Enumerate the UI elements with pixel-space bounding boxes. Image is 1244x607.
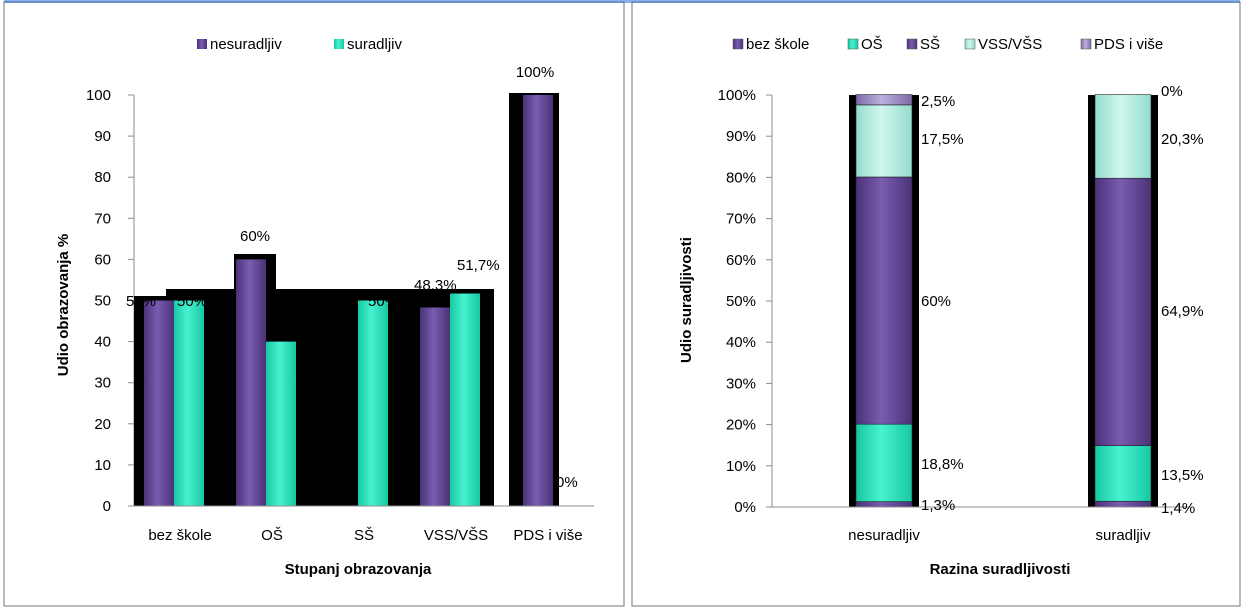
data-label: 18,8% <box>921 456 964 473</box>
bar-suradljiv-1 <box>266 341 296 506</box>
x-tick-label: PDS i više <box>513 527 582 544</box>
bar-nesuradljiv-3 <box>420 307 450 506</box>
y-tick-label: 70% <box>726 211 756 228</box>
y-tick-label: 10% <box>726 458 756 475</box>
y-tick-label: 30 <box>94 375 111 392</box>
legend-swatch-VSS/VŠS <box>964 38 976 50</box>
data-label: 50% <box>368 293 398 310</box>
stack-OŠ-0 <box>855 423 913 502</box>
legend-swatch-PDS i više <box>1080 38 1092 50</box>
legend-swatch-SŠ <box>906 38 918 50</box>
stack-SŠ-1 <box>1094 177 1152 446</box>
data-label: 1,4% <box>1161 500 1195 517</box>
bar-nesuradljiv-4 <box>523 95 553 506</box>
y-tick-label: 100% <box>718 87 756 104</box>
bar-suradljiv-3 <box>450 293 480 506</box>
x-axis-title: Razina suradljivosti <box>930 561 1071 578</box>
data-label: 100% <box>516 64 554 81</box>
y-tick-label: 80% <box>726 169 756 186</box>
y-tick-label: 50% <box>726 293 756 310</box>
legend-label-PDS i više: PDS i više <box>1094 36 1163 53</box>
y-tick-label: 80 <box>94 169 111 186</box>
y-tick-label: 50 <box>94 293 111 310</box>
x-tick-label: nesuradljiv <box>848 527 920 544</box>
stack-VSS/VŠS-1 <box>1094 94 1152 179</box>
legend-label-OŠ: OŠ <box>861 36 883 53</box>
bar-suradljiv-0 <box>174 300 204 506</box>
legend-label-SŠ: SŠ <box>920 36 940 53</box>
x-tick-label: SŠ <box>354 527 374 544</box>
y-tick-label: 40% <box>726 334 756 351</box>
data-label: 50% <box>126 293 156 310</box>
legend-label-VSS/VŠS: VSS/VŠS <box>978 36 1042 53</box>
data-label: 1,3% <box>921 497 955 514</box>
y-tick-label: 100 <box>86 87 111 104</box>
legend-swatch-suradljiv <box>334 39 344 49</box>
bar-nesuradljiv-0 <box>144 300 174 506</box>
data-label: 60% <box>240 228 270 245</box>
data-label: 13,5% <box>1161 467 1204 484</box>
data-label: 50% <box>327 293 357 310</box>
data-label: 0% <box>556 474 578 491</box>
y-tick-label: 20 <box>94 416 111 433</box>
y-tick-label: 0% <box>734 499 756 516</box>
stack-bez škole-1 <box>1094 500 1152 508</box>
education-bar-chart: nesuradljiv suradljiv 0 10 20 30 40 50 60 70 80 90 1… <box>55 36 594 578</box>
bar-nesuradljiv-1 <box>236 259 266 506</box>
y-axis-title: Udio obrazovanja % <box>55 234 72 377</box>
bar-suradljiv-2 <box>358 300 388 506</box>
x-tick-label: bez škole <box>148 527 211 544</box>
stack-OŠ-1 <box>1094 445 1152 502</box>
x-axis-title: Stupanj obrazovanja <box>285 561 432 578</box>
y-tick-label: 20% <box>726 417 756 434</box>
legend-label-bez škole: bez škole <box>746 36 809 53</box>
y-tick-label: 60% <box>726 252 756 269</box>
heading-strip <box>4 0 1240 3</box>
data-label: 64,9% <box>1161 303 1204 320</box>
y-tick-label: 0 <box>103 498 111 515</box>
cooperation-stacked-chart: bez škole OŠ SŠ VSS/VŠS PDS i više 0% 10% 20% 30… <box>678 36 1204 578</box>
legend-swatch-OŠ <box>847 38 859 50</box>
data-label: 17,5% <box>921 131 964 148</box>
legend-swatch-bez škole <box>732 38 744 50</box>
y-tick-label: 90 <box>94 128 111 145</box>
x-tick-label: OŠ <box>261 527 283 544</box>
x-tick-label: suradljiv <box>1095 527 1151 544</box>
data-label: 60% <box>921 293 951 310</box>
data-label: 48,3% <box>414 277 457 294</box>
y-tick-label: 10 <box>94 457 111 474</box>
y-tick-label: 30% <box>726 375 756 392</box>
legend-swatch-nesuradljiv <box>197 39 207 49</box>
x-tick-label: VSS/VŠS <box>424 527 488 544</box>
data-label: 20,3% <box>1161 131 1204 148</box>
data-label: 2,5% <box>921 93 955 110</box>
y-axis-title: Udio suradljivosti <box>678 237 695 363</box>
stack-bez škole-0 <box>855 501 913 508</box>
y-tick-label: 70 <box>94 210 111 227</box>
legend-label-nesuradljiv: nesuradljiv <box>210 36 282 53</box>
data-label: 51,7% <box>457 257 500 274</box>
y-tick-label: 60 <box>94 251 111 268</box>
data-label: 50% <box>177 293 207 310</box>
legend-label-suradljiv: suradljiv <box>347 36 403 53</box>
stack-SŠ-0 <box>855 176 913 425</box>
y-tick-label: 40 <box>94 334 111 351</box>
y-tick-label: 90% <box>726 128 756 145</box>
data-label: 0% <box>1161 83 1183 100</box>
stack-PDS i više-0 <box>855 94 913 106</box>
stack-VSS/VŠS-0 <box>855 104 913 178</box>
